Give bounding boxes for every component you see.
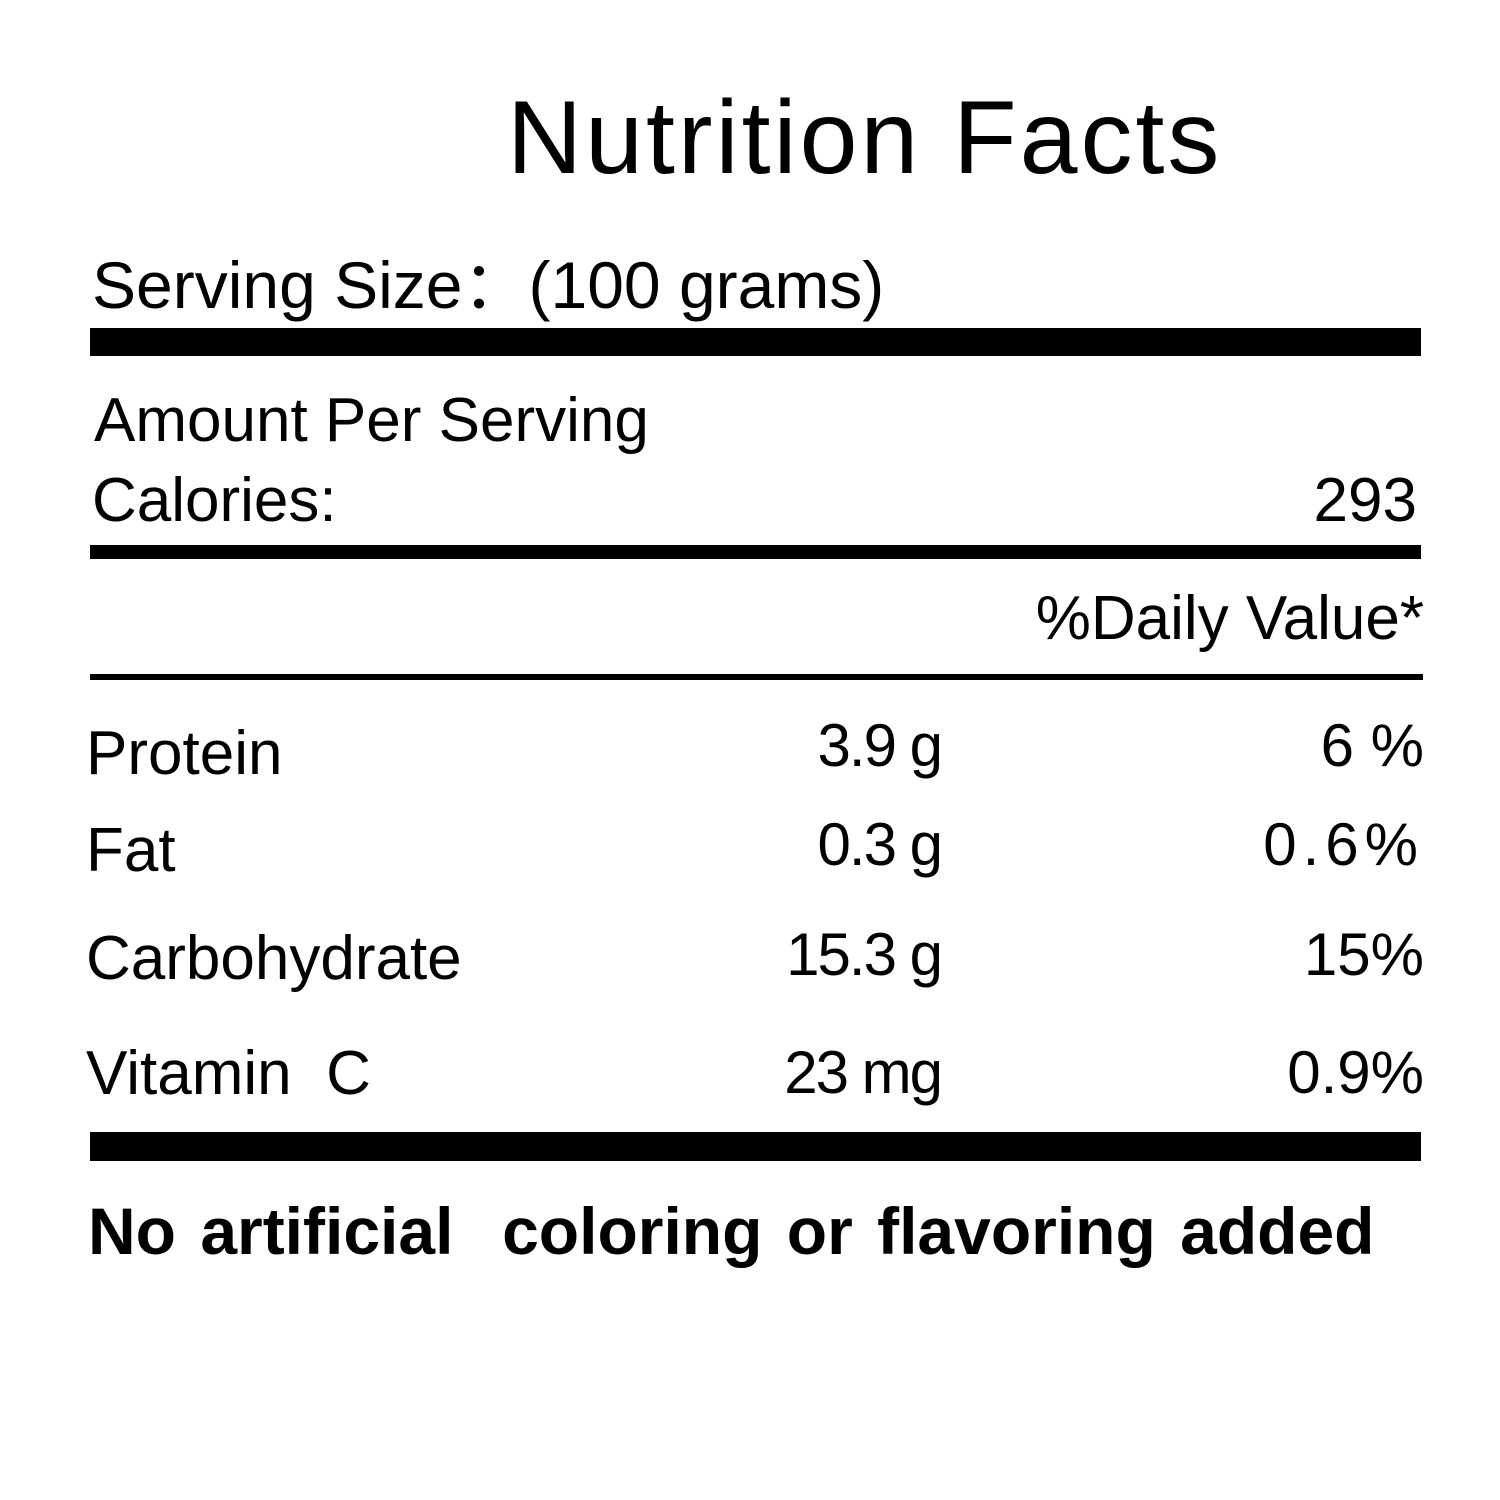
thin-divider [90,674,1423,680]
medium-divider [90,545,1421,559]
nutrient-daily-value: 6 % [1320,712,1424,779]
footer-note: No artificial coloring or flavoring adde… [88,1194,1375,1268]
nutrient-name: Protein [86,719,283,788]
nutrient-name: Carbohydrate [86,924,462,993]
amount-per-serving: Amount Per Serving [94,386,649,455]
label-title: Nutrition Facts [507,80,1223,196]
serving-size: Serving Size：(100 grams) [92,248,885,322]
nutrient-amount: 0.3 g [817,811,943,878]
nutrient-amount: 23 mg [784,1039,943,1106]
nutrient-daily-value: 0.9% [1287,1039,1424,1106]
nutrient-amount: 3.9 g [817,712,943,779]
nutrient-daily-value: 0.6% [1263,811,1424,878]
nutrient-name: Fat [86,816,176,885]
nutrient-daily-value: 15% [1303,921,1424,988]
daily-value-header: %Daily Value* [1035,584,1424,653]
nutrient-name: Vitamin C [86,1039,371,1108]
calories-value: 293 [1313,466,1417,535]
nutrient-amount: 15.3 g [786,921,943,988]
thick-divider-top [90,328,1421,356]
thick-divider-bottom [90,1132,1421,1161]
calories-label: Calories: [92,466,337,535]
